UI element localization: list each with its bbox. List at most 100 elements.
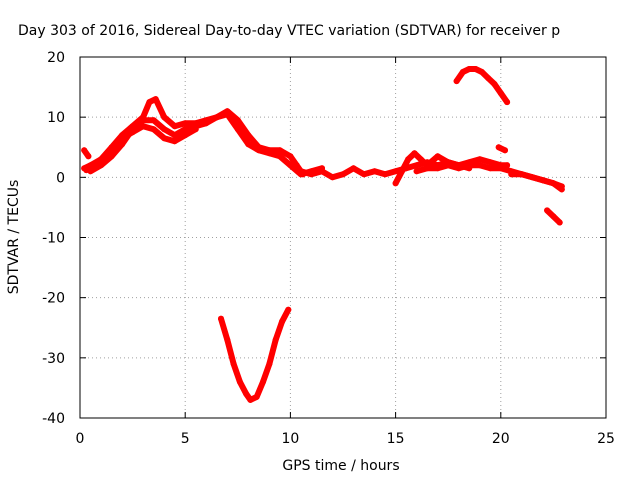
- y-tick-label: 0: [56, 170, 65, 186]
- data-point: [224, 108, 231, 115]
- data-point: [361, 171, 367, 178]
- data-point: [485, 75, 492, 82]
- series-trace-j: [544, 207, 563, 226]
- series-trace-h: [453, 66, 511, 106]
- series-trace-g: [508, 171, 565, 193]
- data-point: [308, 171, 315, 178]
- data-point: [161, 135, 168, 142]
- data-point: [453, 78, 460, 85]
- data-point: [89, 165, 96, 172]
- data-point: [497, 165, 504, 172]
- data-point: [556, 219, 563, 226]
- data-point: [445, 162, 452, 169]
- data-point: [279, 318, 285, 325]
- data-point: [234, 117, 241, 124]
- data-point: [459, 69, 466, 75]
- data-point: [392, 180, 399, 187]
- series-line: [218, 306, 292, 403]
- data-point: [287, 162, 294, 169]
- y-axis-label: SDTVAR / TECUs: [6, 180, 22, 295]
- data-point: [266, 147, 273, 154]
- chart-title: Day 303 of 2016, Sidereal Day-to-day VTE…: [18, 23, 560, 39]
- data-point: [182, 126, 189, 133]
- data-point: [487, 159, 494, 166]
- data-point: [119, 135, 126, 142]
- y-tick-label: -20: [42, 291, 65, 307]
- x-tick-label: 10: [281, 431, 299, 447]
- data-point: [371, 168, 378, 175]
- data-point: [171, 123, 178, 130]
- data-point: [213, 114, 220, 121]
- data-point: [472, 66, 479, 72]
- y-tick-label: 20: [47, 50, 65, 66]
- series-trace-c: [83, 123, 199, 174]
- data-point: [255, 144, 262, 151]
- data-point: [224, 336, 231, 343]
- data-point: [502, 147, 508, 154]
- data-point: [108, 150, 115, 157]
- y-tick-label: -40: [42, 411, 65, 427]
- data-point: [203, 120, 210, 127]
- data-point: [413, 162, 420, 169]
- data-point: [558, 186, 565, 193]
- series-trace-l: [218, 306, 292, 403]
- x-axis-label: GPS time / hours: [282, 458, 399, 474]
- data-point: [405, 156, 412, 163]
- x-tick-label: 25: [597, 431, 615, 447]
- data-point: [245, 132, 252, 139]
- series-trace-k: [81, 147, 92, 160]
- data-point: [466, 162, 473, 169]
- data-point: [508, 171, 515, 178]
- data-point: [539, 177, 546, 184]
- series-trace-i: [495, 144, 508, 154]
- axis-ticks: [79, 56, 607, 419]
- x-tick-label: 0: [76, 431, 85, 447]
- data-point: [129, 129, 136, 136]
- data-point: [83, 167, 90, 174]
- data-point: [413, 168, 420, 175]
- data-point: [297, 168, 304, 175]
- data-point: [340, 171, 346, 178]
- data-point: [236, 378, 243, 385]
- data-point: [476, 162, 483, 169]
- data-point: [550, 180, 557, 187]
- data-point: [150, 126, 157, 133]
- data-point: [245, 141, 252, 148]
- data-point: [266, 360, 273, 367]
- x-tick-label: 15: [387, 431, 405, 447]
- data-point: [392, 168, 399, 175]
- x-tick-labels: 0 5 10 15 20 25: [76, 431, 615, 447]
- data-point: [434, 153, 441, 160]
- data-point: [247, 396, 254, 403]
- data-point: [182, 120, 189, 127]
- data-point: [285, 306, 292, 313]
- data-point: [329, 174, 336, 181]
- data-point: [161, 126, 168, 133]
- data-point: [491, 81, 498, 88]
- data-series: [81, 66, 565, 403]
- data-point: [398, 168, 405, 175]
- data-point: [417, 156, 424, 163]
- data-point: [234, 126, 241, 133]
- data-point: [150, 117, 157, 124]
- data-point: [146, 99, 153, 106]
- data-point: [253, 393, 260, 400]
- data-point: [171, 138, 178, 145]
- data-point: [81, 147, 88, 154]
- data-point: [182, 132, 189, 139]
- data-point: [411, 150, 418, 157]
- data-point: [478, 69, 485, 75]
- y-tick-labels: -40 -30 -20 -10 0 10 20: [42, 50, 65, 427]
- data-point: [230, 360, 237, 367]
- grid-lines: [80, 57, 606, 418]
- data-point: [276, 153, 283, 160]
- data-point: [529, 174, 536, 181]
- data-point: [161, 114, 168, 121]
- data-point: [497, 90, 504, 97]
- data-point: [276, 147, 283, 154]
- y-tick-label: -10: [42, 231, 65, 247]
- data-point: [382, 171, 389, 178]
- series-trace-a: [81, 96, 325, 178]
- data-point: [550, 213, 557, 220]
